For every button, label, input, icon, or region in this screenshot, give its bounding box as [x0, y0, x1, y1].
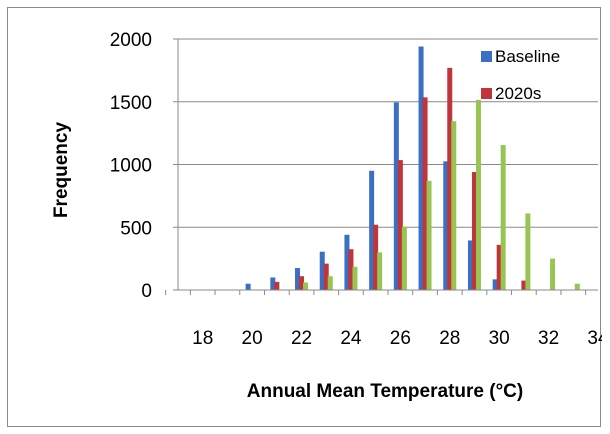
bar — [295, 268, 301, 290]
legend-swatch — [481, 88, 492, 99]
x-axis-title: Annual Mean Temperature (°C) — [247, 381, 523, 402]
bar — [467, 240, 473, 290]
bar — [550, 258, 556, 290]
y-tick-label: 1500 — [110, 93, 152, 114]
x-tick-label: 34 — [587, 328, 602, 349]
series-1 — [274, 67, 527, 290]
bar — [496, 244, 502, 290]
bar — [401, 226, 407, 290]
bar — [397, 160, 403, 290]
bar — [377, 252, 383, 290]
x-tick-label: 28 — [439, 328, 460, 349]
bar — [393, 102, 399, 290]
y-tick-label: 1000 — [110, 156, 152, 177]
x-tick-label: 22 — [291, 328, 312, 349]
bar — [270, 277, 276, 290]
x-tick-label: 32 — [538, 328, 559, 349]
x-tick-label: 20 — [242, 328, 263, 349]
legend-label: Baseline — [495, 47, 560, 66]
bar — [500, 145, 506, 290]
x-tick-labels: 18 20 22 24 26 28 30 32 34 — [192, 328, 602, 349]
y-axis-title: Frequency — [51, 122, 72, 219]
chart-frame: 0 500 1000 1500 2000 18 20 22 24 26 28 30 32 34 Freq… — [7, 7, 602, 427]
x-tick-label: 30 — [489, 328, 510, 349]
bar — [422, 97, 428, 290]
legend-item: Baseline — [481, 47, 560, 66]
bar — [344, 234, 350, 290]
bar — [492, 279, 498, 290]
legend-item: 2020s — [481, 84, 541, 103]
bar — [475, 99, 481, 291]
bar — [525, 213, 531, 290]
y-tick-label: 0 — [141, 281, 152, 302]
bar — [348, 249, 354, 290]
legend-label: 2020s — [495, 84, 541, 103]
bar — [274, 281, 280, 290]
x-tick-label: 18 — [192, 328, 213, 349]
legend-swatch — [481, 51, 492, 62]
bar — [471, 172, 477, 290]
bar — [443, 161, 449, 290]
bar — [319, 251, 325, 290]
series-2 — [303, 99, 580, 291]
axes — [165, 38, 598, 295]
bar — [303, 282, 309, 290]
bar — [369, 170, 375, 290]
bars — [245, 46, 580, 291]
bar — [373, 224, 379, 290]
y-tick-label: 500 — [120, 218, 152, 239]
chart-svg: 0 500 1000 1500 2000 18 20 22 24 26 28 30 32 34 Freq… — [51, 30, 602, 402]
bar — [299, 276, 305, 290]
bar — [323, 263, 329, 290]
y-tick-label: 2000 — [110, 30, 152, 51]
bar — [426, 180, 432, 290]
legend: Baseline 2020s — [481, 47, 560, 103]
bar — [352, 266, 358, 290]
bar — [327, 276, 333, 290]
bar — [418, 46, 424, 290]
x-tick-label: 24 — [340, 328, 362, 349]
y-tick-labels: 0 500 1000 1500 2000 — [110, 30, 152, 302]
series-0 — [245, 46, 498, 290]
bar — [574, 283, 580, 290]
bar — [451, 121, 457, 290]
bar — [447, 67, 453, 290]
bar — [521, 280, 527, 290]
gridlines — [178, 38, 598, 228]
bar — [245, 283, 251, 290]
x-tick-label: 26 — [390, 328, 411, 349]
